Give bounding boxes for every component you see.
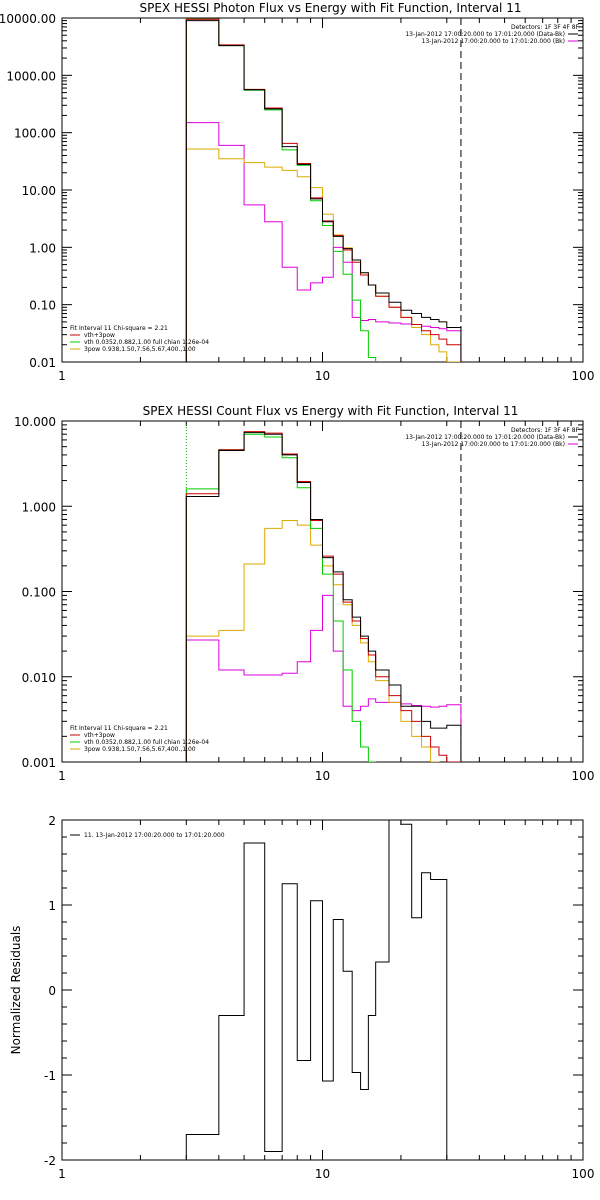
- x-tick-label: 100: [572, 1167, 595, 1181]
- y-axis: 0.01 0.10 1.00 10.00 100.00 1000.00 10000.00: [0, 12, 583, 370]
- y-tick-label: 0.010: [22, 671, 56, 685]
- series-0-line: [185, 432, 462, 762]
- legend: 11. 13-Jan-2012 17:00:20.000 to 17:01:20…: [70, 832, 225, 839]
- y-tick-label: 10.000: [14, 415, 56, 429]
- series-4-line: [185, 594, 462, 762]
- y-tick-label: 0.100: [22, 586, 56, 600]
- chart-panel-3: 1 10 100 -2 -1 0 1 2 Normalized Residuals 11. 13-…: [9, 814, 594, 1181]
- y-tick-label: 1.00: [29, 241, 56, 255]
- fit-legend-header: Fit Interval 11 Chi-square = 2.21: [70, 325, 168, 332]
- y-tick-label: 0: [48, 984, 56, 998]
- x-tick-label: 10: [315, 769, 330, 783]
- x-tick-label: 10: [315, 1167, 330, 1181]
- legend-header: Detectors: 1F 3F 4F 8F: [511, 427, 580, 434]
- y-tick-label: 1: [48, 899, 56, 913]
- x-tick-label: 100: [572, 769, 595, 783]
- series-4-line: [185, 122, 462, 362]
- series-2-line: [185, 18, 377, 362]
- y-tick-label: -2: [44, 1154, 56, 1168]
- plot-frame: [61, 420, 584, 763]
- x-axis: 1 10 100: [58, 18, 594, 383]
- y-tick-label: 0.001: [22, 756, 56, 770]
- y-tick-label: 10.00: [22, 184, 56, 198]
- x-tick-label: 1: [58, 769, 66, 783]
- y-tick-label: 1.000: [22, 500, 56, 514]
- y-axis-label: Normalized Residuals: [9, 926, 23, 1055]
- series-0-line: [185, 820, 448, 1160]
- fit-legend-label: 3pow 0.938,1.50,7.56,5.67,400.,1.00: [84, 346, 196, 353]
- chart-title: SPEX HESSI Photon Flux vs Energy with Fi…: [140, 1, 522, 15]
- data-layer: [185, 421, 462, 762]
- x-tick-label: 1: [58, 369, 66, 383]
- x-tick-label: 100: [572, 369, 595, 383]
- fit-legend-label: vth+3pow: [84, 332, 115, 339]
- legend-entry-label: 13-Jan-2012 17:00:20.000 to 17:01:20.000…: [405, 31, 565, 38]
- data-layer: [185, 18, 462, 362]
- series-3-line: [185, 148, 462, 362]
- chart-title: SPEX HESSI Count Flux vs Energy with Fit…: [143, 404, 519, 418]
- y-tick-label: 10000.00: [0, 12, 56, 26]
- y-tick-label: 1000.00: [6, 69, 56, 83]
- x-tick-label: 1: [58, 1167, 66, 1181]
- series-1-line: [185, 431, 462, 762]
- x-tick-label: 10: [315, 369, 330, 383]
- x-axis: 1 10 100: [58, 820, 594, 1181]
- series-0-line: [185, 20, 462, 362]
- chart-panel-2: SPEX HESSI Count Flux vs Energy with Fit…: [14, 404, 594, 783]
- legend-header: Detectors: 1F 3F 4F 8F: [511, 24, 580, 31]
- series-3-line: [185, 520, 440, 762]
- fit-legend-label: vth+3pow: [84, 732, 115, 739]
- fit-legend-label: 3pow 0.938,1.50,7.56,5.67,400.,1.00: [84, 746, 196, 753]
- legend-entry-label: 13-Jan-2012 17:00:20.000 to 17:01:20.000…: [422, 441, 565, 448]
- y-tick-label: 100.00: [14, 127, 56, 141]
- y-tick-label: 2: [48, 814, 56, 828]
- y-axis: -2 -1 0 1 2: [44, 814, 583, 1168]
- legend-entry-label: 13-Jan-2012 17:00:20.000 to 17:01:20.000…: [405, 434, 565, 441]
- y-tick-label: 0.10: [29, 299, 56, 313]
- y-tick-label: -1: [44, 1069, 56, 1083]
- series-1-line: [185, 18, 462, 362]
- fit-legend-label: vth 0.0352,0.882,1.00 full chian 1.26e-0…: [84, 339, 209, 346]
- legend-entry-label: 13-Jan-2012 17:00:20.000 to 17:01:20.000…: [422, 38, 565, 45]
- y-axis: 0.001 0.010 0.100 1.000 10.000: [14, 415, 583, 770]
- fit-legend-label: vth 0.0352,0.882,1.00 full chian 1.26e-0…: [84, 739, 209, 746]
- legend-entry-label: 11. 13-Jan-2012 17:00:20.000 to 17:01:20…: [84, 832, 225, 839]
- data-layer: [185, 820, 448, 1160]
- chart-panel-1: SPEX HESSI Photon Flux vs Energy with Fi…: [0, 1, 594, 383]
- series-2-line: [185, 433, 377, 762]
- fit-legend-header: Fit Interval 11 Chi-square = 2.21: [70, 725, 168, 732]
- x-axis: 1 10 100: [58, 421, 594, 783]
- y-tick-label: 0.01: [29, 356, 56, 370]
